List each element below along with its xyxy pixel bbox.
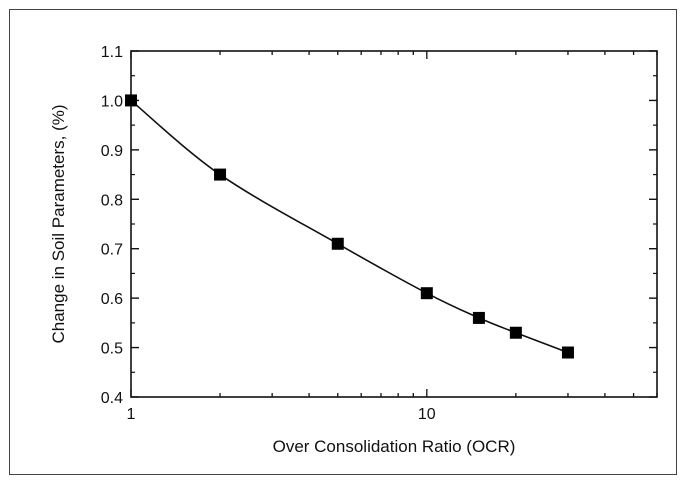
data-point — [561, 346, 574, 359]
y-tick-label: 0.6 — [101, 291, 123, 308]
y-tick-label: 0.8 — [101, 192, 123, 209]
y-tick-label: 1.1 — [101, 44, 123, 61]
y-tick-label: 0.9 — [101, 143, 123, 160]
y-tick-label: 1.0 — [101, 93, 123, 110]
y-tick-label: 0.5 — [101, 341, 123, 358]
x-tick-label: 1 — [127, 406, 136, 423]
y-tick-label: 0.4 — [101, 390, 123, 407]
data-point — [420, 287, 433, 300]
data-point — [472, 311, 485, 324]
plot-area — [130, 50, 658, 398]
series-line — [130, 99, 569, 354]
data-point — [125, 94, 137, 107]
y-axis-label: Change in Soil Parameters, (%) — [49, 104, 68, 343]
y-tick-label: 0.7 — [101, 242, 123, 259]
x-axis-label: Over Consolidation Ratio (OCR) — [273, 437, 516, 456]
data-point — [331, 237, 344, 250]
data-point — [214, 168, 227, 181]
data-point — [509, 326, 522, 339]
x-tick-label: 10 — [418, 406, 436, 423]
